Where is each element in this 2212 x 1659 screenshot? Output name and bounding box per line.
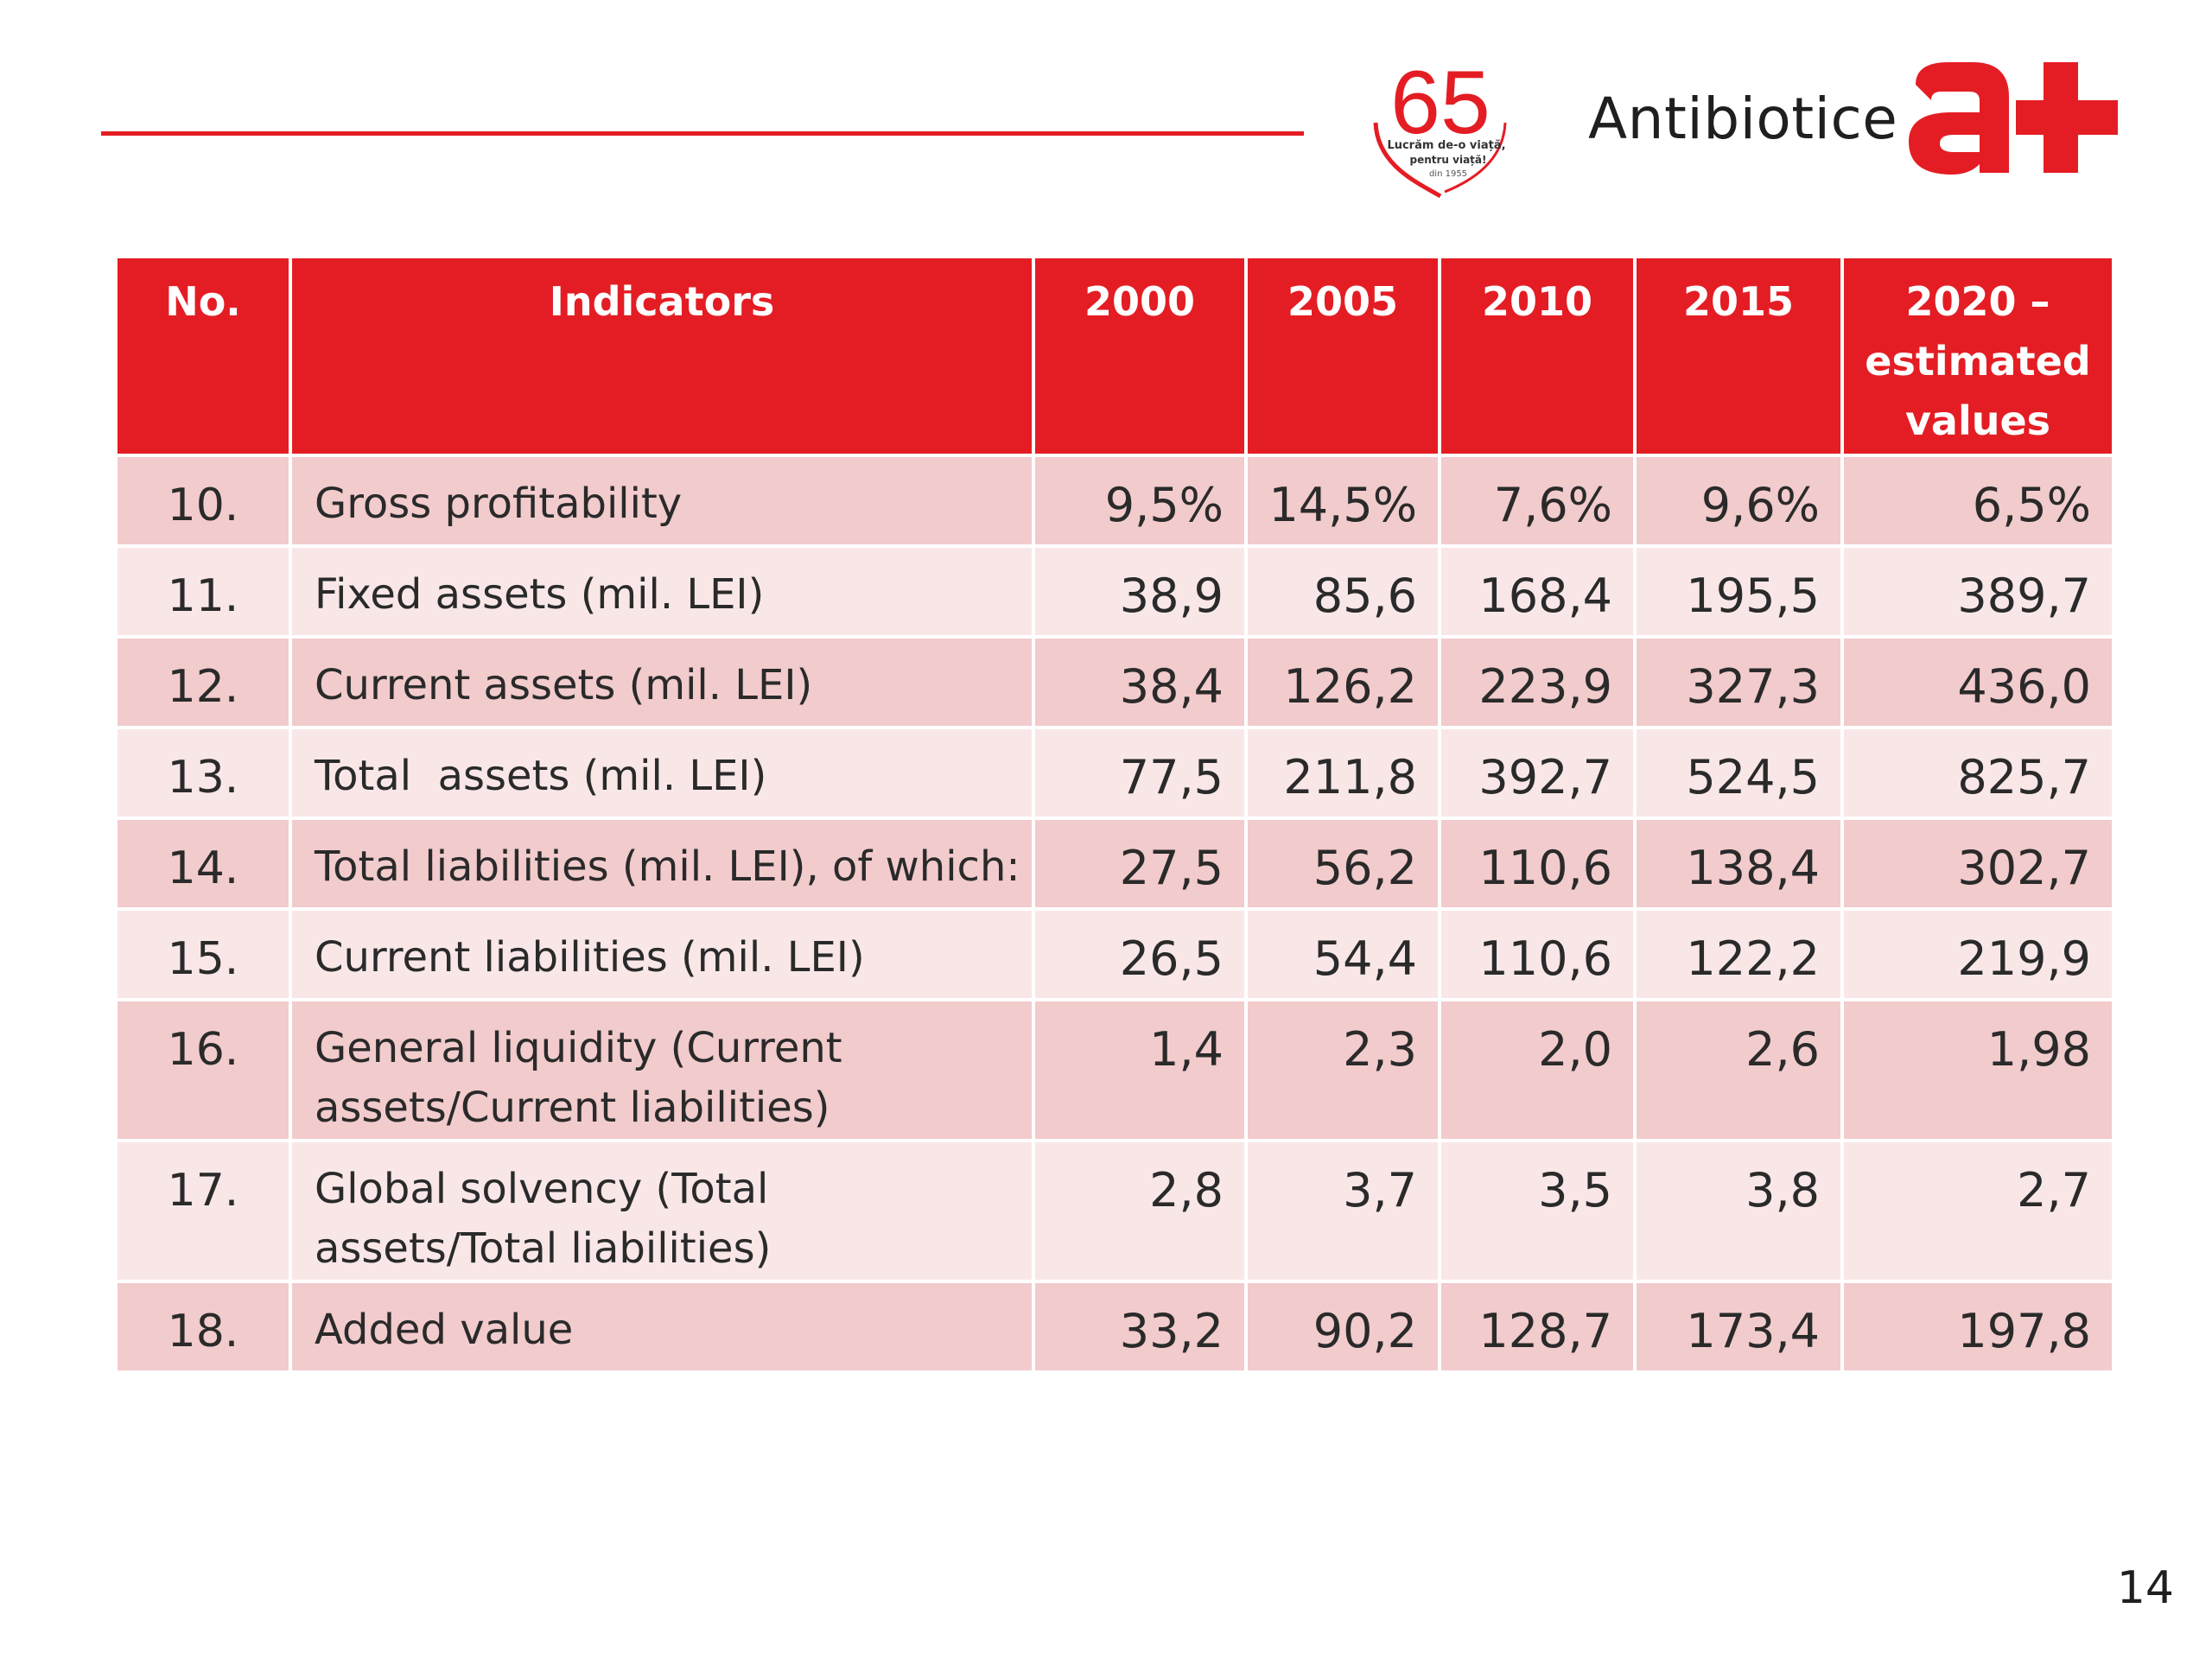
value-2020: 389,7 bbox=[1840, 544, 2115, 639]
row-number: 15. bbox=[114, 907, 292, 1001]
row-indicator: Gross profitability bbox=[289, 454, 1035, 548]
value-2000: 77,5 bbox=[1032, 726, 1248, 820]
table-row: 13. Total assets (mil. LEI) 77,5 211,8 3… bbox=[114, 726, 2115, 820]
value-2005: 90,2 bbox=[1244, 1280, 1441, 1374]
value-2015: 2,6 bbox=[1633, 998, 1844, 1142]
table-row: 12. Current assets (mil. LEI) 38,4 126,2… bbox=[114, 635, 2115, 729]
anniversary-number: 65 bbox=[1390, 54, 1491, 153]
brand-name: Antibiotice bbox=[1588, 86, 1898, 152]
value-2000: 33,2 bbox=[1032, 1280, 1248, 1374]
value-2010: 2,0 bbox=[1438, 998, 1637, 1142]
row-number: 12. bbox=[114, 635, 292, 729]
value-2020: 197,8 bbox=[1840, 1280, 2115, 1374]
value-2000: 38,9 bbox=[1032, 544, 1248, 639]
brand-a-plus-logo bbox=[1909, 62, 2118, 175]
row-indicator: Total assets (mil. LEI) bbox=[289, 726, 1035, 820]
value-2010: 110,6 bbox=[1438, 907, 1637, 1001]
value-2000: 27,5 bbox=[1032, 817, 1248, 911]
value-2020: 436,0 bbox=[1840, 635, 2115, 729]
value-2020: 302,7 bbox=[1840, 817, 2115, 911]
table-row: 15. Current liabilities (mil. LEI) 26,5 … bbox=[114, 907, 2115, 1001]
value-2010: 7,6% bbox=[1438, 454, 1637, 548]
table-row: 18. Added value 33,2 90,2 128,7 173,4 19… bbox=[114, 1280, 2115, 1374]
value-2010: 223,9 bbox=[1438, 635, 1637, 729]
header-indicators: Indicators bbox=[289, 255, 1035, 457]
table-header-row: No. Indicators 2000 2005 2010 2015 2020 … bbox=[114, 255, 2115, 457]
value-2000: 26,5 bbox=[1032, 907, 1248, 1001]
header-2015: 2015 bbox=[1633, 255, 1844, 457]
value-2020: 2,7 bbox=[1840, 1139, 2115, 1283]
value-2015: 173,4 bbox=[1633, 1280, 1844, 1374]
value-2015: 3,8 bbox=[1633, 1139, 1844, 1283]
value-2000: 9,5% bbox=[1032, 454, 1248, 548]
row-number: 11. bbox=[114, 544, 292, 639]
header-2020-estimated: 2020 – estimated values bbox=[1840, 255, 2115, 457]
row-number: 17. bbox=[114, 1139, 292, 1283]
value-2020: 6,5% bbox=[1840, 454, 2115, 548]
row-number: 18. bbox=[114, 1280, 292, 1374]
row-indicator: Total liabilities (mil. LEI), of which: bbox=[289, 817, 1035, 911]
value-2010: 3,5 bbox=[1438, 1139, 1637, 1283]
row-number: 14. bbox=[114, 817, 292, 911]
row-indicator: Current assets (mil. LEI) bbox=[289, 635, 1035, 729]
value-2000: 38,4 bbox=[1032, 635, 1248, 729]
value-2005: 126,2 bbox=[1244, 635, 1441, 729]
header-2000: 2000 bbox=[1032, 255, 1248, 457]
value-2005: 56,2 bbox=[1244, 817, 1441, 911]
value-2005: 2,3 bbox=[1244, 998, 1441, 1142]
value-2015: 524,5 bbox=[1633, 726, 1844, 820]
row-indicator: Added value bbox=[289, 1280, 1035, 1374]
value-2010: 168,4 bbox=[1438, 544, 1637, 639]
value-2010: 128,7 bbox=[1438, 1280, 1637, 1374]
header-2010: 2010 bbox=[1438, 255, 1637, 457]
table-row: 16. General liquidity (Current assets/Cu… bbox=[114, 998, 2115, 1142]
page-number: 14 bbox=[2116, 1562, 2174, 1614]
value-2020: 1,98 bbox=[1840, 998, 2115, 1142]
value-2000: 1,4 bbox=[1032, 998, 1248, 1142]
value-2005: 54,4 bbox=[1244, 907, 1441, 1001]
value-2020: 219,9 bbox=[1840, 907, 2115, 1001]
value-2015: 327,3 bbox=[1633, 635, 1844, 729]
row-indicator: Global solvency (Total assets/Total liab… bbox=[289, 1139, 1035, 1283]
header-no: No. bbox=[114, 255, 292, 457]
value-2015: 9,6% bbox=[1633, 454, 1844, 548]
value-2005: 211,8 bbox=[1244, 726, 1441, 820]
row-number: 13. bbox=[114, 726, 292, 820]
value-2005: 14,5% bbox=[1244, 454, 1441, 548]
value-2015: 122,2 bbox=[1633, 907, 1844, 1001]
anniversary-tagline-2: pentru viață! bbox=[1410, 154, 1487, 166]
table-row: 10. Gross profitability 9,5% 14,5% 7,6% … bbox=[114, 454, 2115, 548]
value-2015: 138,4 bbox=[1633, 817, 1844, 911]
value-2005: 85,6 bbox=[1244, 544, 1441, 639]
financial-indicators-table: No. Indicators 2000 2005 2010 2015 2020 … bbox=[114, 255, 2115, 1374]
row-indicator: Fixed assets (mil. LEI) bbox=[289, 544, 1035, 639]
header-rule bbox=[101, 131, 1304, 136]
table-row: 14. Total liabilities (mil. LEI), of whi… bbox=[114, 817, 2115, 911]
value-2000: 2,8 bbox=[1032, 1139, 1248, 1283]
value-2015: 195,5 bbox=[1633, 544, 1844, 639]
anniversary-65-logo: 65 Lucrăm de-o viață, pentru viață! din … bbox=[1373, 54, 1507, 199]
value-2010: 110,6 bbox=[1438, 817, 1637, 911]
row-number: 10. bbox=[114, 454, 292, 548]
anniversary-since: din 1955 bbox=[1429, 169, 1467, 179]
table-row: 17. Global solvency (Total assets/Total … bbox=[114, 1139, 2115, 1283]
value-2020: 825,7 bbox=[1840, 726, 2115, 820]
anniversary-tagline-1: Lucrăm de-o viață, bbox=[1387, 139, 1505, 152]
row-number: 16. bbox=[114, 998, 292, 1142]
value-2010: 392,7 bbox=[1438, 726, 1637, 820]
row-indicator: General liquidity (Current assets/Curren… bbox=[289, 998, 1035, 1142]
row-indicator: Current liabilities (mil. LEI) bbox=[289, 907, 1035, 1001]
value-2005: 3,7 bbox=[1244, 1139, 1441, 1283]
table-row: 11. Fixed assets (mil. LEI) 38,9 85,6 16… bbox=[114, 544, 2115, 639]
header-2005: 2005 bbox=[1244, 255, 1441, 457]
